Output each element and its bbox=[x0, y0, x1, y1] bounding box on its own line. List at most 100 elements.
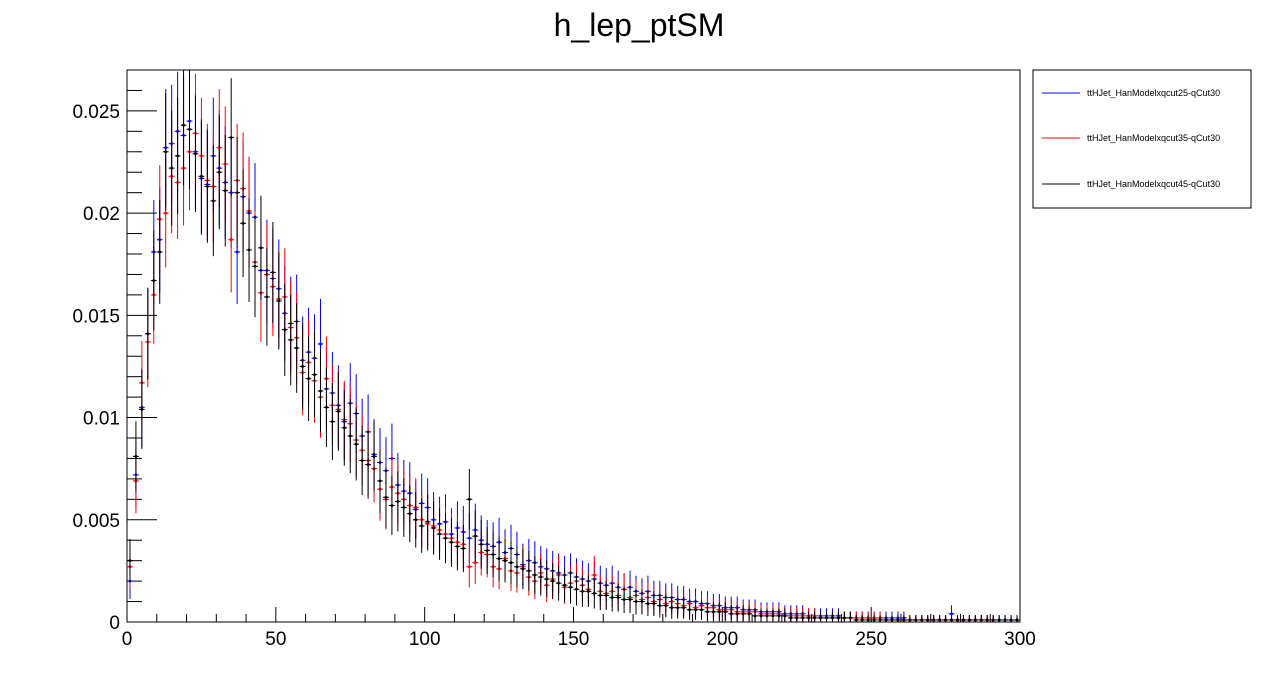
data-point bbox=[478, 519, 485, 569]
x-tick-label: 300 bbox=[1004, 629, 1036, 650]
data-point bbox=[514, 546, 520, 588]
series-2 bbox=[127, 73, 997, 622]
data-point bbox=[859, 615, 866, 622]
data-point bbox=[555, 565, 562, 601]
data-point bbox=[436, 508, 443, 560]
data-point bbox=[406, 485, 413, 543]
data-point bbox=[770, 608, 776, 622]
data-point bbox=[942, 615, 949, 622]
data-point bbox=[639, 588, 645, 615]
data-point bbox=[198, 119, 205, 234]
data-point bbox=[156, 200, 163, 304]
data-point bbox=[853, 615, 860, 622]
legend-item[interactable]: ttHJet_HanModelxqcut35-qCut30 bbox=[1042, 133, 1220, 143]
data-point bbox=[906, 615, 913, 622]
data-point bbox=[460, 524, 467, 573]
data-point bbox=[329, 383, 336, 461]
data-point bbox=[1014, 615, 1020, 622]
data-point bbox=[918, 615, 925, 622]
data-point bbox=[734, 605, 741, 622]
data-point bbox=[133, 421, 139, 492]
data-point bbox=[448, 517, 455, 567]
data-point bbox=[847, 611, 854, 622]
data-point bbox=[162, 93, 169, 211]
legend-item[interactable]: ttHJet_HanModelxqcut45-qCut30 bbox=[1042, 179, 1220, 189]
data-point bbox=[603, 580, 610, 611]
data-point bbox=[627, 585, 633, 614]
data-point bbox=[752, 608, 758, 622]
data-point bbox=[650, 591, 657, 616]
x-tick-label: 250 bbox=[855, 629, 887, 650]
data-point bbox=[543, 560, 550, 598]
x-tick-label: 150 bbox=[558, 629, 590, 650]
data-point bbox=[394, 471, 401, 532]
data-point bbox=[781, 608, 788, 622]
data-point bbox=[269, 221, 276, 323]
data-point bbox=[728, 605, 735, 622]
data-point bbox=[127, 538, 133, 583]
data-point bbox=[948, 615, 955, 622]
data-point bbox=[746, 605, 753, 622]
legend-label: ttHJet_HanModelxqcut45-qCut30 bbox=[1087, 179, 1220, 189]
data-point bbox=[234, 136, 241, 249]
data-point bbox=[817, 611, 824, 622]
data-point bbox=[412, 492, 419, 548]
data-point bbox=[549, 563, 556, 600]
data-point bbox=[335, 372, 342, 451]
data-point bbox=[519, 548, 526, 590]
series-layer bbox=[127, 70, 1020, 622]
data-point bbox=[293, 303, 300, 393]
data-point bbox=[674, 596, 681, 619]
data-point bbox=[716, 602, 723, 622]
data-point bbox=[764, 608, 770, 622]
data-point bbox=[347, 398, 354, 474]
data-point bbox=[889, 615, 895, 622]
data-point bbox=[204, 130, 211, 243]
data-point bbox=[365, 430, 372, 499]
legend-item[interactable]: ttHJet_HanModelxqcut25-qCut30 bbox=[1042, 88, 1220, 98]
data-point bbox=[228, 78, 235, 197]
data-point bbox=[901, 615, 907, 622]
y-tick-label: 0.015 bbox=[72, 306, 120, 327]
legend-label: ttHJet_HanModelxqcut35-qCut30 bbox=[1087, 133, 1220, 143]
data-point bbox=[192, 95, 199, 213]
data-point bbox=[1008, 615, 1014, 622]
data-point bbox=[174, 97, 181, 214]
data-point bbox=[877, 615, 883, 622]
data-point bbox=[978, 615, 985, 622]
x-tick-label: 0 bbox=[122, 629, 133, 650]
data-point bbox=[317, 349, 324, 433]
data-point bbox=[442, 512, 449, 564]
data-point bbox=[645, 591, 651, 616]
data-point bbox=[984, 615, 991, 622]
y-tick-label: 0.025 bbox=[72, 102, 120, 123]
data-point bbox=[633, 588, 639, 615]
data-point bbox=[466, 546, 473, 588]
data-point bbox=[615, 583, 622, 612]
data-point bbox=[591, 578, 598, 609]
data-point bbox=[841, 611, 848, 622]
data-point bbox=[299, 323, 306, 410]
data-point bbox=[258, 195, 264, 301]
x-tick-label: 50 bbox=[265, 629, 286, 650]
data-point bbox=[275, 252, 282, 350]
data-point bbox=[775, 608, 782, 622]
data-point bbox=[966, 615, 973, 622]
data-point bbox=[835, 611, 842, 622]
data-point bbox=[377, 448, 383, 514]
data-point bbox=[567, 570, 574, 604]
data-point bbox=[823, 611, 830, 622]
data-point bbox=[609, 583, 616, 612]
y-tick-label: 0.005 bbox=[72, 511, 120, 532]
data-point bbox=[466, 469, 473, 530]
data-point bbox=[418, 498, 425, 553]
data-point bbox=[787, 611, 794, 622]
data-point bbox=[484, 527, 491, 574]
data-point bbox=[210, 145, 217, 257]
data-point bbox=[871, 615, 878, 622]
data-point bbox=[865, 615, 872, 622]
data-point bbox=[359, 425, 366, 496]
data-point bbox=[680, 596, 687, 619]
legend[interactable]: ttHJet_HanModelxqcut25-qCut30 ttHJet_HanM… bbox=[1032, 69, 1252, 209]
data-point bbox=[561, 568, 568, 603]
